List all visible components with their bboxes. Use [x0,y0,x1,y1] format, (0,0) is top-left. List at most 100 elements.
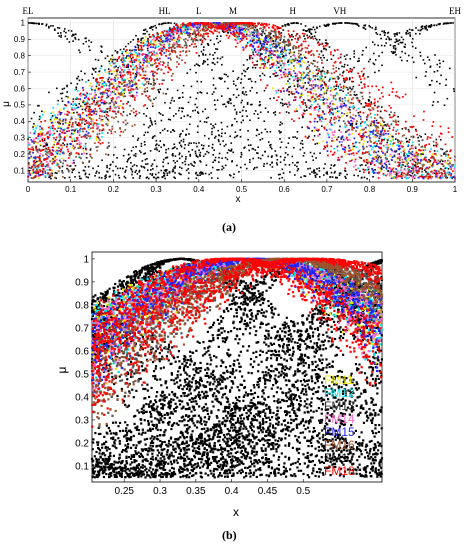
data-point [276,57,279,60]
data-point [176,89,179,92]
data-point [254,51,257,53]
data-point [198,54,200,57]
data-point [433,172,436,175]
data-point [218,134,220,137]
data-point [398,157,401,160]
data-point [196,80,199,83]
data-point [207,43,209,46]
data-point [351,120,354,123]
data-point [253,112,256,115]
data-point [263,120,266,122]
data-point [378,162,381,165]
data-point [386,138,389,141]
data-point [330,122,332,124]
data-point [149,42,151,44]
data-point [411,177,414,179]
data-point [77,75,80,78]
data-point [88,103,91,106]
data-point [179,30,182,32]
data-point [32,156,35,159]
data-point [345,105,347,108]
data-point [114,106,117,109]
data-point [217,138,220,141]
data-point [331,113,334,115]
data-point [388,38,391,41]
data-point [57,32,59,35]
data-point [307,72,310,74]
data-point [221,165,224,168]
data-point [289,59,292,62]
data-point [385,110,388,113]
data-point [250,37,253,39]
data-point [73,140,76,142]
data-point [52,144,55,147]
data-point [97,165,100,168]
data-point [395,177,398,180]
data-point [357,174,359,177]
data-point [192,25,195,28]
data-point [155,96,157,99]
data-point [307,67,310,70]
data-point [138,56,140,58]
data-point [372,175,374,178]
data-point [119,104,121,107]
data-point [143,57,146,60]
data-point [72,144,75,147]
data-point [447,168,450,170]
data-point [292,48,295,50]
data-point [409,126,412,128]
data-point [219,23,221,26]
data-point [127,63,129,66]
data-point [396,33,398,36]
data-point [211,177,213,179]
data-point [367,124,370,127]
data-point [387,160,390,163]
data-point [218,77,221,80]
data-point [150,169,152,171]
data-point [431,104,434,107]
data-point [60,126,62,129]
data-point [287,45,290,47]
data-point [311,130,314,132]
data-point [116,78,119,81]
data-point [405,31,408,34]
data-point [387,35,389,38]
data-point [307,61,310,63]
data-point [255,41,258,44]
data-point [62,175,64,178]
data-point [240,151,243,154]
data-point [111,54,114,57]
data-point [395,53,397,56]
data-point [146,107,149,110]
data-point [101,129,103,132]
data-point [154,82,156,85]
data-point [370,145,372,147]
data-point [61,152,64,154]
data-point [311,155,314,158]
data-point [223,31,225,34]
data-point [116,86,118,89]
data-point [38,157,41,160]
data-point [163,52,166,54]
data-point [302,82,304,85]
data-point [343,102,345,105]
data-point [217,41,220,44]
data-point [349,86,351,89]
data-point [48,176,50,179]
data-point [314,171,317,174]
data-point [301,126,303,129]
data-point [269,44,271,47]
data-point [51,127,54,129]
data-point [287,153,289,156]
data-point [50,172,53,174]
data-point [144,131,147,134]
data-point [176,43,179,46]
data-point [153,75,156,77]
data-point [303,77,305,80]
data-point [288,91,290,93]
data-point [175,66,178,68]
data-point [288,71,291,73]
data-point [199,154,201,156]
data-point [70,82,72,85]
data-point [161,50,164,53]
